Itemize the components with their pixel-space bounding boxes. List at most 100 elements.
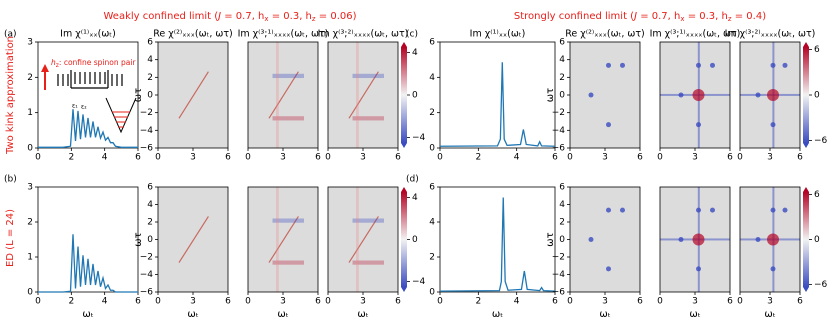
colorbar-tick-label: 0 bbox=[814, 91, 820, 101]
y-tick-label: 2 bbox=[27, 218, 33, 228]
x-tick-label: 3 bbox=[692, 153, 698, 163]
inset-level: ε₁ bbox=[72, 103, 78, 110]
y-tick-label: 1 bbox=[27, 108, 33, 118]
x-axis-label: ωₜ bbox=[187, 309, 198, 320]
x-tick-label: 3 bbox=[190, 297, 196, 307]
x-tick-label: 2 bbox=[475, 153, 481, 163]
x-tick-label: 3 bbox=[280, 153, 286, 163]
x-tick-label: 3 bbox=[360, 153, 366, 163]
x-tick-label: 6 bbox=[225, 297, 231, 307]
title-strong: Strongly confined limit (J = 0.7, hx = 0… bbox=[514, 11, 766, 23]
y-tick-label: −4 bbox=[140, 126, 154, 136]
heatmap-feature bbox=[268, 71, 299, 119]
spectrum-line bbox=[439, 62, 556, 147]
colorbar-extend bbox=[803, 287, 809, 292]
axes-frame bbox=[439, 186, 556, 293]
heatmap-feature bbox=[356, 187, 359, 292]
y-tick-label: 2 bbox=[559, 73, 565, 83]
panel-label: (c) bbox=[406, 30, 418, 40]
y-axis-label: ωτ bbox=[133, 88, 144, 102]
x-tick-label: 3 bbox=[602, 153, 608, 163]
x-tick-label: 3 bbox=[190, 153, 196, 163]
heatmap-feature bbox=[710, 207, 715, 213]
y-axis-label: ωτ bbox=[545, 88, 556, 102]
spectrum-line bbox=[38, 109, 138, 148]
y-tick-label: 6 bbox=[559, 183, 565, 193]
x-axis-label: ωₜ bbox=[277, 309, 288, 320]
y-tick-label: 0 bbox=[147, 91, 153, 101]
heatmap-feature bbox=[272, 116, 304, 121]
panel-title: Re χ⁽²⁾ₓₓₓ(ωₜ, ωτ) bbox=[153, 29, 233, 40]
panel-title: Im χ⁽¹⁾ₓₓ(ωₜ) bbox=[470, 29, 526, 40]
x-tick-label: 0 bbox=[737, 297, 743, 307]
y-tick-label: 3 bbox=[27, 183, 33, 193]
y-tick-label: 0 bbox=[429, 288, 435, 298]
x-tick-label: 6 bbox=[135, 153, 141, 163]
row-label: ED (L = 24) bbox=[5, 209, 16, 267]
x-tick-label: 0 bbox=[35, 153, 41, 163]
x-tick-label: 6 bbox=[637, 153, 643, 163]
x-tick-label: 4 bbox=[102, 297, 108, 307]
colorbar-extend bbox=[401, 42, 407, 47]
x-tick-label: 3 bbox=[692, 297, 698, 307]
x-tick-label: 0 bbox=[325, 297, 331, 307]
y-tick-label: 4 bbox=[147, 55, 153, 65]
x-tick-label: 0 bbox=[567, 297, 573, 307]
panel-title: Im χ⁽¹⁾ₓₓ(ωₜ) bbox=[60, 29, 116, 40]
x-tick-label: 0 bbox=[35, 297, 41, 307]
heatmap-feature bbox=[782, 207, 788, 213]
colorbar-extend bbox=[401, 187, 407, 192]
colorbar-tick-label: 0 bbox=[412, 235, 418, 245]
inset-level: ε₂ bbox=[81, 104, 87, 111]
axes-frame bbox=[439, 41, 556, 149]
y-tick-label: 4 bbox=[559, 200, 565, 210]
heatmap-feature bbox=[268, 216, 299, 263]
heatmap-feature bbox=[178, 216, 209, 263]
heatmap-feature bbox=[272, 260, 304, 265]
x-axis-label: ωₜ bbox=[599, 309, 610, 320]
x-tick-label: 2 bbox=[475, 297, 481, 307]
y-tick-label: 0 bbox=[429, 144, 435, 154]
inset-schematic: hz: confine spinon pair ε₁ ε₂ bbox=[41, 58, 137, 134]
panel-title: Im χ⁽³;¹⁾ₓₓₓₓ(ωₜ, ωτ) bbox=[238, 29, 329, 40]
x-axis-label: ωₜ bbox=[689, 309, 700, 320]
heatmap-feature bbox=[352, 73, 384, 79]
colorbar-tick-label: 4 bbox=[412, 48, 418, 58]
heatmap-feature bbox=[356, 42, 359, 148]
x-tick-label: 0 bbox=[155, 153, 161, 163]
x-tick-label: 0 bbox=[567, 153, 573, 163]
colorbar-tick-label: 0 bbox=[412, 91, 418, 101]
x-tick-label: 3 bbox=[360, 297, 366, 307]
heatmap-feature bbox=[352, 116, 384, 121]
x-tick-label: 0 bbox=[437, 153, 443, 163]
panel-title: Re χ⁽²⁾ₓₓₓ(ωₜ, ωτ) bbox=[565, 29, 645, 40]
x-tick-label: 6 bbox=[395, 297, 401, 307]
spectrum-line bbox=[439, 197, 556, 292]
heatmap-feature bbox=[606, 122, 611, 128]
y-tick-label: −2 bbox=[552, 108, 565, 118]
y-tick-label: 6 bbox=[147, 183, 153, 193]
y-tick-label: 0 bbox=[147, 235, 153, 245]
colorbar bbox=[803, 192, 809, 287]
x-tick-label: 6 bbox=[552, 297, 558, 307]
y-tick-label: −2 bbox=[552, 253, 565, 263]
colorbar-tick-label: 0 bbox=[814, 235, 820, 245]
y-tick-label: 2 bbox=[27, 73, 33, 83]
heatmap-feature bbox=[272, 73, 304, 79]
colorbar-tick-label: −4 bbox=[412, 277, 426, 287]
y-tick-label: −2 bbox=[140, 108, 153, 118]
x-tick-label: 0 bbox=[245, 153, 251, 163]
x-tick-label: 6 bbox=[315, 153, 321, 163]
heatmap-feature bbox=[272, 218, 304, 223]
x-tick-label: 0 bbox=[155, 297, 161, 307]
x-tick-label: 0 bbox=[325, 153, 331, 163]
heatmap-feature bbox=[178, 71, 209, 119]
heatmap-feature bbox=[606, 266, 611, 272]
y-tick-label: 2 bbox=[147, 73, 153, 83]
colorbar-tick-label: −6 bbox=[814, 136, 828, 146]
y-tick-label: 0 bbox=[559, 91, 565, 101]
panel-title: Im χ⁽³;¹⁾ₓₓₓₓ(ωₜ, ωτ) bbox=[650, 29, 741, 40]
y-tick-label: 4 bbox=[429, 218, 435, 228]
colorbar-tick-label: −6 bbox=[814, 280, 828, 290]
colorbar-tick-label: 4 bbox=[412, 193, 418, 203]
